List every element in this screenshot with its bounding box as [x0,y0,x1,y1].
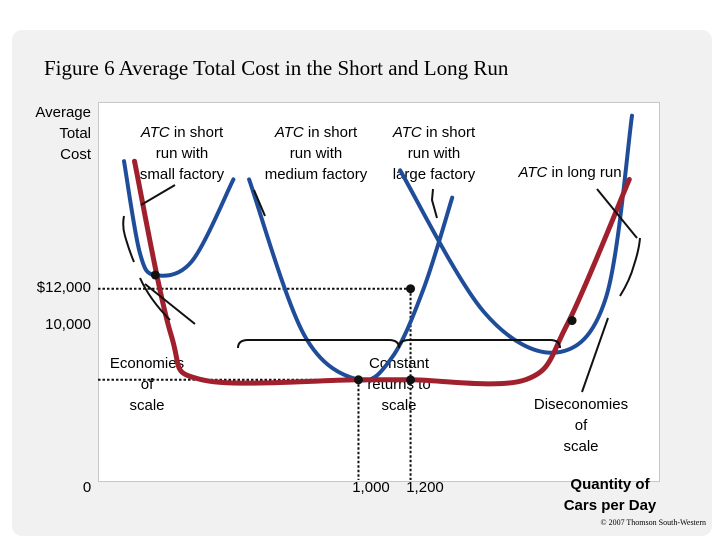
y-axis-label-line: Average [35,104,91,121]
y-axis-label-line: Cost [60,146,91,163]
label-text: of [574,417,588,434]
braces-layer [122,215,641,349]
atc-italic: ATC [140,124,170,141]
label-text: run with [407,145,461,162]
chart-title: Figure 6 Average Total Cost in the Short… [44,56,509,80]
data-point-4 [567,316,577,326]
x-tick-label-1200: 1,200 [406,479,444,496]
x-axis-label: Quantity of Cars per Day [540,474,680,516]
pointer-large-factory [430,188,438,219]
x-axis-label-line: Cars per Day [563,497,657,514]
pointer-medium-factory [253,189,266,217]
atc-italic: ATC [518,164,548,181]
series-line-long-run-atc [132,158,632,387]
data-point-2 [406,284,416,294]
x-tick-label-1000: 1,000 [352,479,390,496]
copyright-text: © 2007 Thomson South-Western [600,518,706,527]
x-tick-label-0: 0 [82,479,92,496]
label-text: medium factory [264,166,368,183]
brace-diseconomies [619,237,641,297]
label-text: Diseconomies [533,396,629,413]
label-diseconomies-of-scale: Diseconomies of scale [521,394,641,457]
series-line-short-run-atc-3 [398,113,634,355]
markers-layer [150,270,577,385]
label-text: scale [381,397,417,414]
label-atc-medium-factory: ATC in short run with medium factory [254,122,378,185]
atc-italic: ATC [392,124,422,141]
brace-economies-lower [139,277,171,321]
label-text: large factory [392,166,476,183]
label-text: in short [421,124,476,141]
label-atc-small-factory: ATC in short run with small factory [122,122,242,185]
data-point-1 [353,375,363,385]
y-tick-label-10000: 10,000 [45,316,91,333]
pointer-economies [144,283,196,325]
pointer-diseconomies [581,317,609,393]
label-atc-large-factory: ATC in short run with large factory [378,122,490,185]
label-text: in long run [547,164,622,181]
brace-economies-upper [122,215,135,263]
label-text: scale [563,438,599,455]
label-text: run with [289,145,343,162]
label-text: in short [303,124,358,141]
label-text: scale [129,397,165,414]
data-point-3 [406,375,416,385]
pointer-long-run [596,188,638,239]
pointer-small-factory [140,184,176,206]
data-point-0 [150,270,160,280]
brace-constant-returns [237,339,561,349]
label-text: run with [155,145,209,162]
label-atc-long-run: ATC in long run [505,162,635,183]
lines-layer [122,113,634,387]
label-text: Economies [109,355,185,372]
y-axis-label: Average Total Cost [35,102,91,165]
label-text: small factory [139,166,225,183]
x-axis-label-line: Quantity of [570,476,650,493]
label-text: in short [169,124,224,141]
y-axis-label-line: Total [59,125,91,142]
atc-italic: ATC [274,124,304,141]
plot-area [98,102,660,482]
y-tick-label-12000: $12,000 [36,279,91,296]
pointers-layer [140,184,638,393]
label-economies-of-scale: Economies of scale [97,353,197,416]
